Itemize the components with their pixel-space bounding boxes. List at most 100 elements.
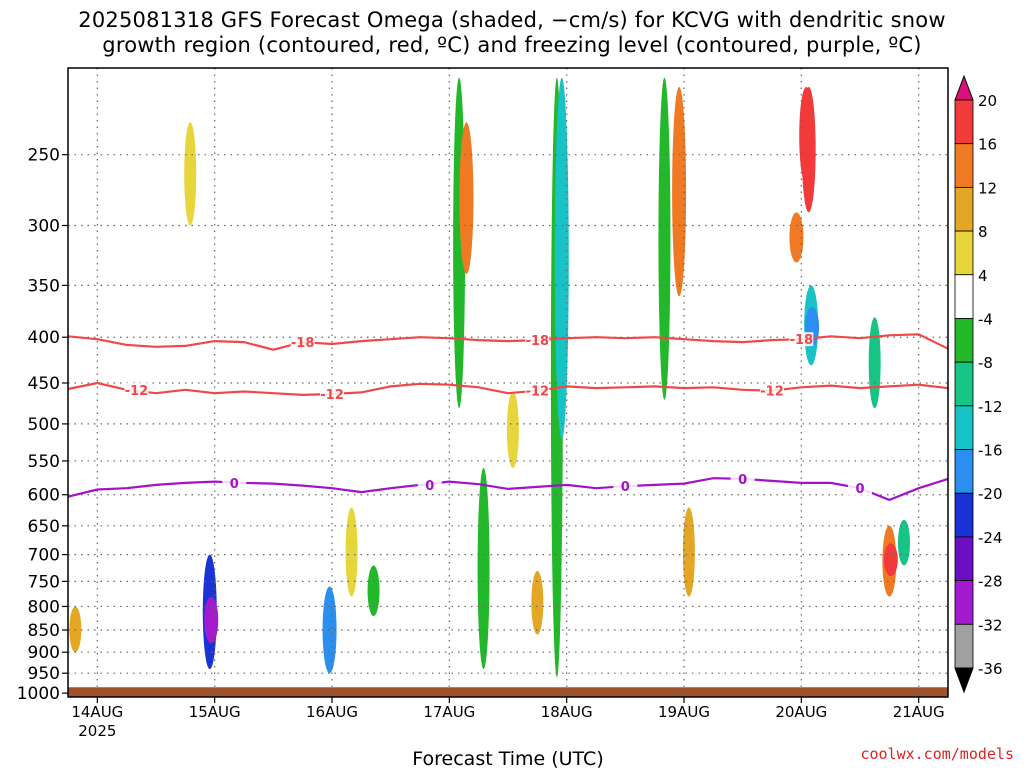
x-tick-label: 20AUG (775, 703, 827, 721)
ground-fill (68, 687, 948, 697)
x-tick-label: 16AUG (306, 703, 358, 721)
y-tick-label: 250 (28, 146, 60, 166)
x-axis-label: Forecast Time (UTC) (412, 748, 603, 768)
contour-label-bg (124, 382, 149, 397)
omega-cell-16 (682, 507, 695, 597)
x-tick-label: 18AUG (541, 703, 593, 721)
contour-label-bg (848, 481, 872, 496)
y-tick-label: 750 (28, 572, 60, 592)
contour-label: 0 (425, 479, 434, 494)
colorbar-top-arrow (954, 74, 974, 101)
colorbar-box (954, 186, 974, 232)
omega-cell-14 (658, 77, 671, 400)
contour-label: -18 (291, 336, 315, 351)
colorbar-box (954, 623, 974, 669)
contour-label: -12 (760, 385, 784, 400)
y-tick-label: 400 (28, 328, 60, 348)
grid (68, 68, 948, 697)
contour-label-bg (613, 479, 638, 494)
colorbar-label: 4 (978, 267, 988, 285)
x-tick-label: 15AUG (189, 703, 241, 721)
omega-cell-25 (898, 519, 910, 566)
contour-label-bg (290, 335, 315, 350)
colorbar-box (954, 405, 974, 450)
y-tick-label: 300 (28, 216, 60, 236)
colorbar-label: -28 (978, 573, 1003, 591)
chart-title-line-1: 2025081318 GFS Forecast Omega (shaded, −… (78, 8, 946, 32)
colorbar-box (954, 449, 974, 494)
contour-label: -12 (125, 384, 149, 399)
omega-cell-18 (801, 86, 816, 213)
x-tick-label: 21AUG (893, 703, 945, 721)
colorbar-label: -8 (978, 354, 993, 372)
y-tick-label: 500 (28, 415, 60, 435)
colorbar-label: -32 (978, 616, 1003, 634)
contour-label: 0 (738, 473, 747, 488)
colorbar-label: -16 (978, 442, 1003, 460)
contour-line-2 (67, 477, 949, 502)
contour-label: -12 (320, 388, 344, 403)
x-tick-label: 14AUG (71, 703, 123, 721)
colorbar-box (954, 99, 974, 145)
contour-label-bg (789, 332, 814, 347)
x-tick-label: 17AUG (423, 703, 475, 721)
contour-label-bg (525, 383, 550, 398)
colorbar-box (954, 536, 974, 582)
omega-cell-1 (184, 122, 197, 226)
contour-label: -18 (790, 333, 814, 348)
contour-label-bg (525, 333, 550, 348)
omega-cell-5 (345, 507, 358, 597)
omega-cell-9 (477, 467, 490, 670)
contour-label-bg (417, 477, 442, 492)
colorbar-label: 16 (978, 136, 997, 154)
colorbar-box (954, 318, 974, 363)
colorbar-label: -4 (978, 310, 993, 328)
colorbar-box (954, 143, 974, 188)
omega-cell-12 (554, 77, 569, 440)
y-tick-label: 950 (28, 664, 60, 684)
colorbar-box (954, 492, 974, 538)
colorbar-box (954, 361, 974, 407)
omega-cell-3 (204, 596, 219, 644)
omega-cell-8 (459, 122, 474, 275)
colorbar-label: -20 (978, 485, 1003, 503)
omega-cell-10 (506, 391, 519, 468)
x-tick-sublabel: 2025 (78, 722, 116, 740)
contour-label-bg (222, 475, 247, 490)
y-tick-label: 800 (28, 597, 60, 617)
contour-label-bg (760, 383, 784, 398)
omega-cell-22 (868, 317, 881, 409)
colorbar-box (954, 274, 974, 319)
omega-cell-19 (789, 212, 804, 263)
y-tick-label: 700 (28, 546, 60, 566)
colorbar-label: 12 (978, 179, 997, 197)
credit-link[interactable]: coolwx.com/models (860, 745, 1014, 763)
omega-cell-15 (672, 86, 687, 297)
omega-cell-13 (531, 570, 544, 635)
chart-title-line-2: growth region (contoured, red, ºC) and f… (102, 33, 922, 57)
contour-line-1 (67, 381, 949, 397)
y-tick-label: 600 (28, 486, 60, 506)
contour-label-bg (730, 471, 755, 486)
contour-label-bg (320, 387, 344, 402)
colorbar-box (954, 580, 974, 625)
omega-cell-4 (322, 586, 337, 674)
contour-label: 0 (230, 477, 239, 492)
contour-label: -12 (526, 385, 550, 400)
contour-label: -18 (526, 334, 550, 349)
y-tick-label: 850 (28, 621, 60, 641)
colorbar-box (954, 230, 974, 276)
y-tick-label: 900 (28, 643, 60, 663)
colorbar-label: -24 (978, 529, 1003, 547)
colorbar-bottom-arrow (954, 667, 974, 694)
colorbar-label: -36 (978, 660, 1003, 678)
y-tick-label: 550 (28, 452, 60, 472)
omega-shading (69, 77, 910, 678)
colorbar-label: 20 (978, 92, 997, 110)
y-tick-label: 350 (28, 276, 60, 296)
contour-label: 0 (621, 480, 630, 495)
omega-cell-6 (367, 565, 380, 617)
y-tick-label: 1000 (17, 684, 60, 704)
x-tick-label: 19AUG (658, 703, 710, 721)
